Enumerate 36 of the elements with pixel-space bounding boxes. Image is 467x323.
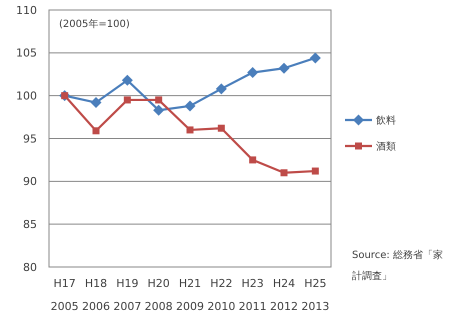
point <box>90 97 102 108</box>
point <box>92 127 100 134</box>
y-tick-label: 95 <box>23 132 37 146</box>
point <box>280 169 288 176</box>
y-tick-label: 80 <box>23 260 37 274</box>
point <box>278 62 290 74</box>
x-tick-label: H24 2012 <box>270 277 298 313</box>
point <box>155 96 162 104</box>
point <box>310 52 321 64</box>
point <box>186 126 194 134</box>
annotation: (2005年=100) <box>59 18 130 30</box>
y-tick-label: 110 <box>16 4 37 17</box>
y-tick-label: 90 <box>23 175 37 188</box>
point <box>312 168 319 175</box>
y-tick-label: 85 <box>23 218 37 232</box>
x-tick-label: H20 2008 <box>144 277 173 313</box>
y-tick-label: 100 <box>16 90 37 103</box>
x-tick-label: H21 2009 <box>176 277 204 313</box>
point <box>216 83 227 94</box>
x-tick-label: H18 2006 <box>82 277 110 313</box>
point <box>153 104 164 116</box>
x-tick-label: H23 2011 <box>238 277 267 313</box>
point <box>124 96 131 104</box>
x-tick-label: H19 2007 <box>113 277 142 313</box>
point <box>247 67 258 78</box>
point <box>122 74 133 86</box>
x-tick-label: H25 2013 <box>301 277 330 313</box>
point <box>249 156 256 164</box>
point <box>218 124 225 132</box>
source-note: Source: 総務省「家計調査」 <box>352 249 443 282</box>
x-tick-label: H22 2010 <box>207 277 236 313</box>
legend-label: 飲料 <box>376 114 396 126</box>
x-tick-label: H17 2005 <box>50 277 79 313</box>
legend-label: 酒類 <box>376 140 396 152</box>
point <box>184 100 196 112</box>
y-tick-label: 105 <box>16 46 37 60</box>
